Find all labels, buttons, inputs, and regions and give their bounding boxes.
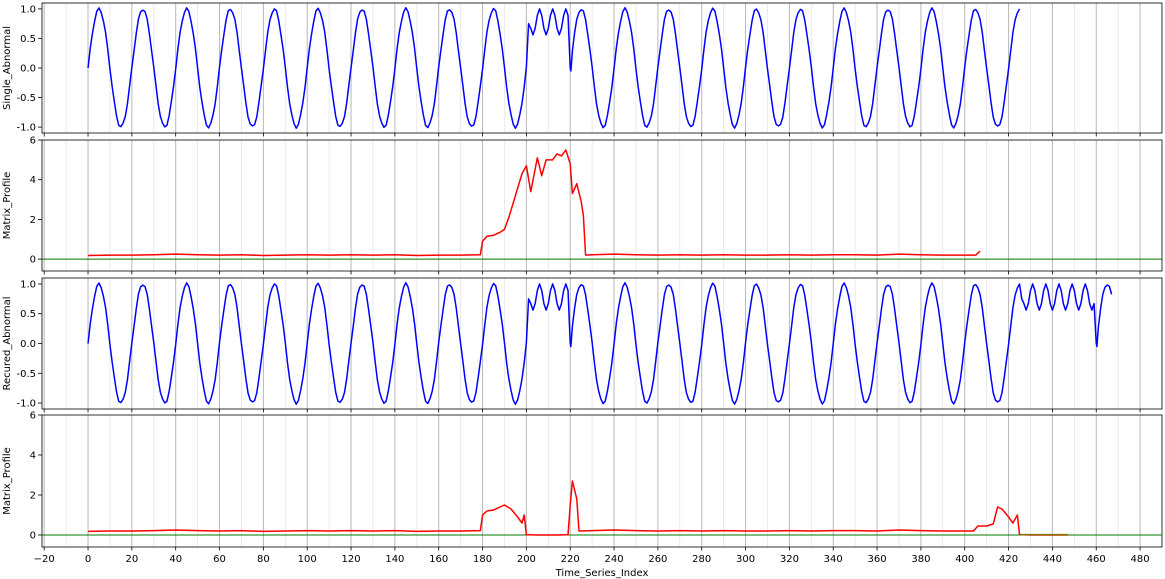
x-tick-label: 80 <box>257 554 270 565</box>
x-tick-label: 160 <box>429 554 448 565</box>
x-tick-label: 100 <box>298 554 317 565</box>
y-tick-label: 2 <box>30 215 36 226</box>
x-tick-label: 0 <box>85 554 91 565</box>
x-tick-label: 60 <box>213 554 226 565</box>
axes-frame <box>41 2 1163 134</box>
y-tick-label: -0.5 <box>16 93 36 104</box>
y-tick-label: 1.0 <box>20 4 36 15</box>
x-tick-label: 440 <box>1043 554 1062 565</box>
x-tick-label: 380 <box>911 554 930 565</box>
plot-area <box>87 282 1113 405</box>
y-tick-label: -0.5 <box>16 369 36 380</box>
x-tick-label: 200 <box>517 554 536 565</box>
x-tick-label: 460 <box>1087 554 1106 565</box>
plot-area <box>42 480 1162 536</box>
x-tick-label: 360 <box>868 554 887 565</box>
x-tick-label: 240 <box>605 554 624 565</box>
subplot-2: 6 4 2 0 Matrix_Profile <box>2 136 1163 275</box>
x-tick-label: 320 <box>780 554 799 565</box>
axes-frame <box>41 277 1163 410</box>
y-axis-label: Matrix_Profile <box>2 172 13 240</box>
x-tick-label: 300 <box>736 554 755 565</box>
y-tick-label: 4 <box>30 175 36 186</box>
x-tick-label: 400 <box>955 554 974 565</box>
x-tick-label: 120 <box>341 554 360 565</box>
x-tick-label: 20 <box>125 554 138 565</box>
y-tick-label: 0 <box>30 531 36 542</box>
y-tick-label: -1.0 <box>16 123 36 134</box>
x-tick-label: 220 <box>561 554 580 565</box>
x-tick-label: 420 <box>999 554 1018 565</box>
y-tick-label: 0 <box>30 255 36 266</box>
y-tick-label: 0.0 <box>20 339 36 350</box>
x-tick-label: 480 <box>1131 554 1150 565</box>
series-line-1 <box>88 149 981 257</box>
y-tick-label: 6 <box>30 136 36 147</box>
x-tick-label: 180 <box>473 554 492 565</box>
y-tick-label: 0.5 <box>20 309 36 320</box>
plot-area <box>87 6 1021 130</box>
x-tick-label: 280 <box>692 554 711 565</box>
plot-area <box>42 149 1162 260</box>
x-tick-label: 340 <box>824 554 843 565</box>
y-axis-label: Recured_Abnormal <box>2 296 13 390</box>
x-axis-label: Time_Series_Index <box>555 568 649 579</box>
series-line-1 <box>87 6 1021 130</box>
y-tick-label: 0.0 <box>20 64 36 75</box>
axes-frame <box>41 414 1163 548</box>
x-tick-label: 40 <box>169 554 182 565</box>
series-line-1 <box>87 282 1113 405</box>
axes-frame <box>41 139 1163 272</box>
y-tick-label: 4 <box>30 451 36 462</box>
subplot-1: 1.0 0.5 0.0 -0.5 -1.0 Single_Abnormal <box>2 2 1163 137</box>
x-tick-label: 140 <box>385 554 404 565</box>
x-tick-label: −20 <box>34 554 55 565</box>
y-tick-label: 2 <box>30 491 36 502</box>
y-axis-label: Single_Abnormal <box>2 26 13 110</box>
y-tick-label: 0.5 <box>20 34 36 45</box>
y-axis-label: Matrix_Profile <box>2 447 13 515</box>
y-tick-label: -1.0 <box>16 399 36 410</box>
y-tick-label: 6 <box>30 411 36 422</box>
x-tick-label: 260 <box>648 554 667 565</box>
series-line-1 <box>88 480 1068 536</box>
y-tick-label: 1.0 <box>20 279 36 290</box>
